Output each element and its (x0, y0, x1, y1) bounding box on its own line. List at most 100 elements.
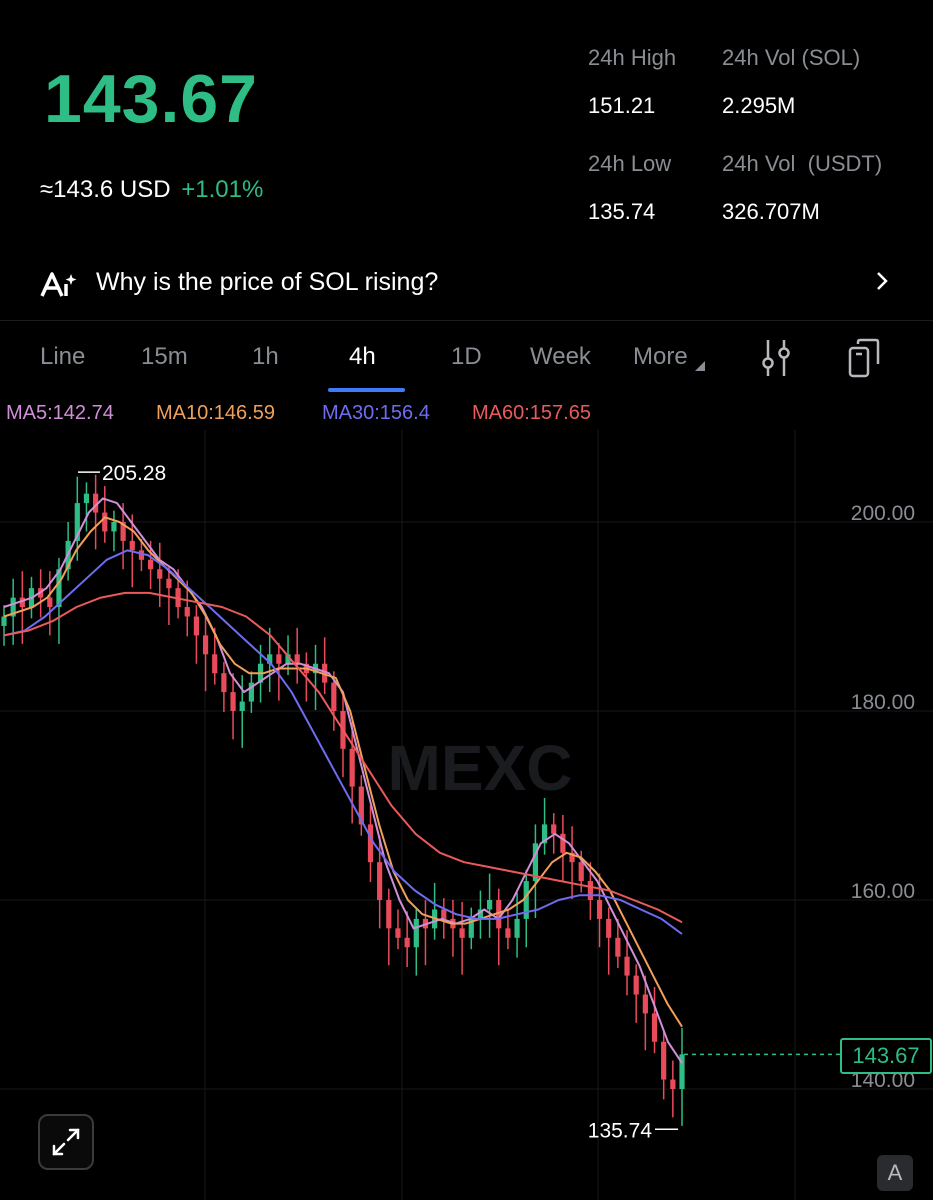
candle-body (560, 833, 566, 853)
candlestick-chart[interactable]: 200.00 180.00 160.00 140.00 MEXC 205.28 135.74 (0, 430, 933, 1200)
ma60-legend: MA60:157.65 (472, 402, 591, 424)
corner-badge[interactable]: A (877, 1155, 913, 1191)
candle-body (193, 616, 200, 636)
candle-body (642, 994, 648, 1014)
candle-body (47, 597, 53, 608)
usd-label: USD (119, 176, 171, 203)
y-tick-label: 180.00 (851, 691, 915, 714)
candle-body (514, 918, 520, 938)
candle-body (349, 748, 355, 787)
candle-body (505, 928, 511, 938)
expand-icon (52, 1128, 80, 1156)
ma-line-ma5 (3, 497, 683, 1064)
tab-1h[interactable]: 1h (252, 343, 279, 370)
candle-body (486, 900, 493, 910)
candle-body (157, 569, 163, 579)
stat-low-value: 135.74 (588, 199, 656, 224)
candle-body (578, 862, 584, 882)
candle-body (147, 559, 154, 570)
candle-body (10, 597, 16, 617)
tab-line[interactable]: Line (40, 343, 86, 370)
candle-body (221, 673, 227, 693)
candle-body (606, 918, 612, 938)
candle-body (19, 597, 25, 608)
ma5-legend: MA5:142.74 (6, 402, 114, 424)
candle-body (386, 900, 392, 929)
ma30-legend: MA30:156.4 (322, 402, 430, 424)
candle-body (56, 569, 62, 608)
stat-low-label: 24h Low (588, 151, 672, 176)
candle-body (377, 862, 383, 900)
tab-more[interactable]: More (633, 343, 706, 372)
ma-line-ma10 (3, 516, 683, 1028)
tab-4h[interactable]: 4h (349, 343, 376, 370)
candle-body (551, 824, 557, 834)
candle-body (166, 578, 172, 589)
indicator-settings-icon[interactable] (760, 338, 794, 378)
candle-body (212, 654, 218, 674)
copy-layout-icon[interactable] (846, 338, 884, 378)
y-tick-label: 160.00 (851, 880, 915, 903)
ma10-legend: MA10:146.59 (156, 402, 275, 424)
candle-body (477, 909, 484, 919)
candle-body (569, 852, 575, 863)
y-tick-label: 200.00 (851, 502, 915, 525)
low-marker-label: 135.74 (588, 1119, 653, 1142)
tab-1d[interactable]: 1D (451, 343, 482, 370)
candle-body (468, 918, 474, 938)
current-price-tag: 143.67 (840, 1038, 932, 1074)
candle-body (1, 616, 7, 626)
y-tick-label: 140.00 (851, 1069, 915, 1092)
candle-body (532, 843, 539, 882)
candle-body (83, 493, 90, 504)
candle-body (120, 522, 126, 541)
candle-body (441, 909, 447, 919)
ai-banner-text: Why is the price of SOL rising? (96, 268, 439, 296)
stat-vol-sol-label: 24h Vol (SOL) (722, 45, 861, 70)
candle-body (331, 682, 337, 711)
candle-body (404, 937, 410, 948)
candle-body (230, 692, 236, 711)
candle-body (395, 928, 401, 938)
high-marker-label: 205.28 (102, 462, 166, 485)
candle-body (111, 522, 117, 532)
divider (0, 320, 933, 321)
candle-body (74, 503, 80, 541)
candle-body (624, 956, 630, 976)
tab-15m[interactable]: 15m (141, 343, 188, 370)
tab-week[interactable]: Week (530, 343, 591, 370)
candle-body (615, 937, 621, 957)
change-percent: +1.01% (181, 176, 264, 203)
candle-body (138, 550, 145, 560)
candle-body (541, 824, 548, 844)
candle-body (661, 1041, 667, 1080)
candle-body (596, 900, 603, 919)
stat-high-value: 151.21 (588, 93, 656, 118)
stat-high-label: 24h High (588, 45, 677, 70)
ma-line-ma30 (3, 549, 683, 935)
candle-body (129, 540, 135, 551)
candle-body (239, 701, 245, 711)
fullscreen-button[interactable] (38, 1114, 94, 1170)
candle-body (459, 928, 465, 938)
candle-body (358, 786, 364, 825)
candle-body (670, 1079, 676, 1089)
candle-body (367, 824, 374, 863)
candle-body (285, 654, 291, 664)
candle-body (276, 654, 282, 664)
last-price: 143.67 (44, 61, 258, 137)
ai-insight-banner[interactable]: Why is the price of SOL rising? (0, 258, 933, 308)
candle-body (248, 682, 254, 702)
stat-vol-usdt-label: 24h Vol (USDT) (722, 151, 883, 176)
candle-body (202, 635, 209, 655)
stat-vol-usdt-value: 326.707M (722, 199, 820, 224)
candle-body (633, 975, 639, 995)
candle-body (496, 900, 502, 929)
approx-usd-price: ≈143.6 (40, 176, 114, 203)
candle-body (679, 1054, 685, 1089)
candle-body (587, 881, 593, 900)
candle-body (322, 663, 328, 683)
watermark-logo: MEXC (388, 732, 573, 804)
ai-sparkle-icon (40, 272, 77, 297)
candle-body (413, 918, 419, 948)
